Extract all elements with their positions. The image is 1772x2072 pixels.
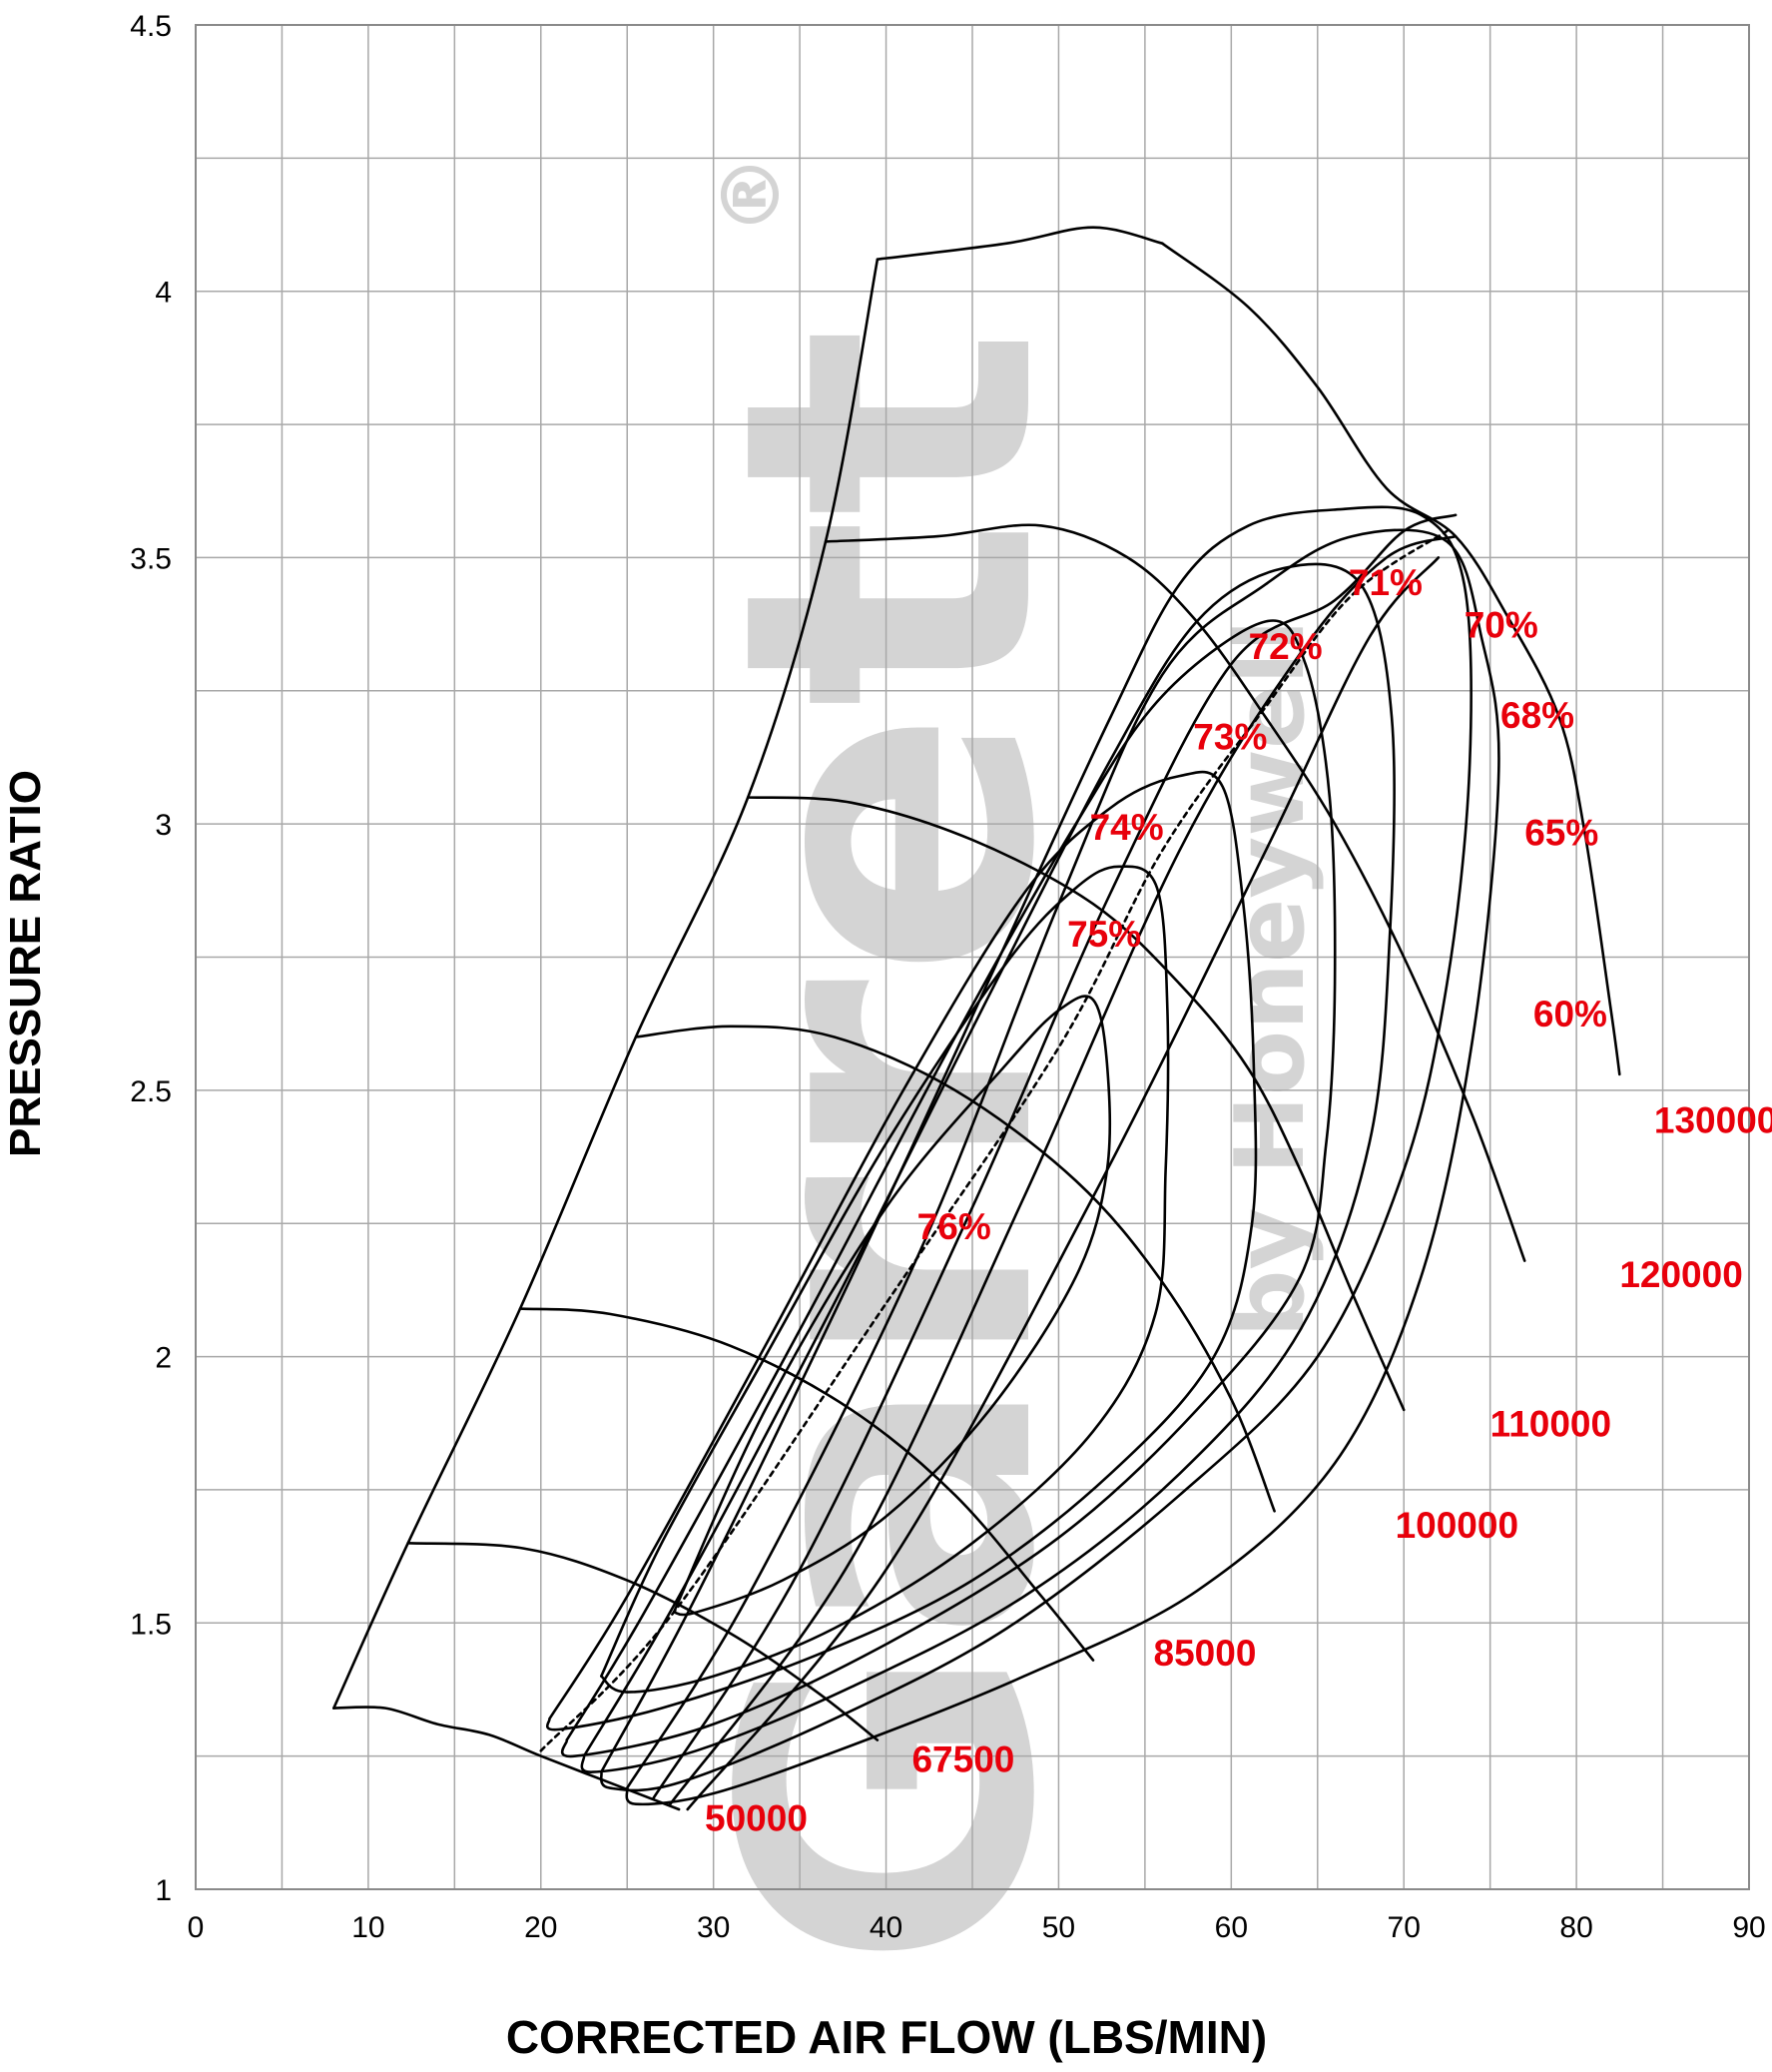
y-tick-label: 1.5 <box>130 1608 172 1641</box>
watermark: Garrett by Honeywell ® <box>659 155 1326 1970</box>
curves <box>332 226 1621 1811</box>
y-axis-title: PRESSURE RATIO <box>1 770 50 1157</box>
y-tick-label: 1 <box>155 1874 172 1907</box>
map-label-70pct: 70% <box>1465 604 1538 645</box>
x-tick-label: 40 <box>870 1911 902 1944</box>
y-tick-label: 4 <box>155 277 172 310</box>
map-label-72pct: 72% <box>1249 626 1323 667</box>
plot-frame <box>195 24 1750 1890</box>
speed-line-130000 <box>1160 242 1621 1076</box>
watermark-sub: by Honeywell <box>1216 619 1326 1337</box>
watermark-brand: Garrett <box>659 327 1123 1970</box>
map-label-110000: 110000 <box>1490 1404 1611 1445</box>
map-label-71pct: 71% <box>1349 562 1423 603</box>
y-tick-label: 3 <box>155 809 172 842</box>
x-tick-label: 90 <box>1732 1911 1765 1944</box>
grid <box>195 24 1750 1890</box>
map-label-76pct: 76% <box>917 1206 991 1247</box>
efficiency-contour-68 <box>651 513 1458 1800</box>
efficiency-contour-65 <box>669 534 1458 1805</box>
x-tick-label: 10 <box>351 1911 384 1944</box>
map-label-74pct: 74% <box>1090 807 1164 848</box>
y-tick-label: 4.5 <box>130 10 172 43</box>
map-label-75pct: 75% <box>1067 914 1141 955</box>
y-tick-label: 2.5 <box>130 1075 172 1108</box>
speed-line-67500 <box>406 1542 880 1741</box>
map-label-120000: 120000 <box>1619 1254 1742 1295</box>
map-top-boundary <box>876 226 1164 261</box>
axis-ticks: 0 10 20 30 40 50 60 70 80 90 1 1.5 2 2.5 3 3.5 4 4.5 <box>130 10 1765 1944</box>
speed-line-50000 <box>332 1706 681 1811</box>
peak-efficiency-line <box>539 529 1449 1752</box>
y-tick-label: 3.5 <box>130 542 172 575</box>
map-label-65pct: 65% <box>1524 812 1598 853</box>
map-label-85000: 85000 <box>1154 1633 1257 1674</box>
map-label-67500: 67500 <box>911 1739 1014 1780</box>
x-tick-label: 30 <box>697 1911 730 1944</box>
efficiency-contour-60 <box>686 556 1441 1811</box>
watermark-registered-mark: ® <box>705 155 798 235</box>
map-label-60pct: 60% <box>1533 994 1607 1035</box>
x-tick-label: 80 <box>1559 1911 1592 1944</box>
speed-line-85000 <box>518 1307 1095 1662</box>
efficiency-contour-70 <box>625 528 1500 1806</box>
x-axis-title: CORRECTED AIR FLOW (LBS/MIN) <box>506 2011 1267 2063</box>
speed-line-110000 <box>746 796 1406 1412</box>
x-tick-label: 70 <box>1388 1911 1421 1944</box>
efficiency-contour-71 <box>599 505 1473 1792</box>
x-tick-label: 60 <box>1215 1911 1248 1944</box>
efficiency-contour-76 <box>672 995 1112 1617</box>
map-label-73pct: 73% <box>1193 716 1267 757</box>
efficiency-contour-74 <box>545 770 1258 1731</box>
y-tick-label: 2 <box>155 1342 172 1375</box>
map-label-130000: 130000 <box>1654 1100 1772 1141</box>
x-tick-label: 20 <box>524 1911 557 1944</box>
efficiency-contour-75 <box>600 865 1170 1694</box>
map-label-100000: 100000 <box>1396 1505 1518 1546</box>
x-tick-label: 0 <box>188 1911 205 1944</box>
map-label-68pct: 68% <box>1500 695 1574 736</box>
efficiency-contour-73 <box>560 619 1337 1758</box>
map-labels: 50000 67500 85000 100000 110000 120000 130000 7… <box>705 562 1772 1839</box>
x-tick-label: 50 <box>1042 1911 1075 1944</box>
map-label-50000: 50000 <box>705 1797 808 1838</box>
